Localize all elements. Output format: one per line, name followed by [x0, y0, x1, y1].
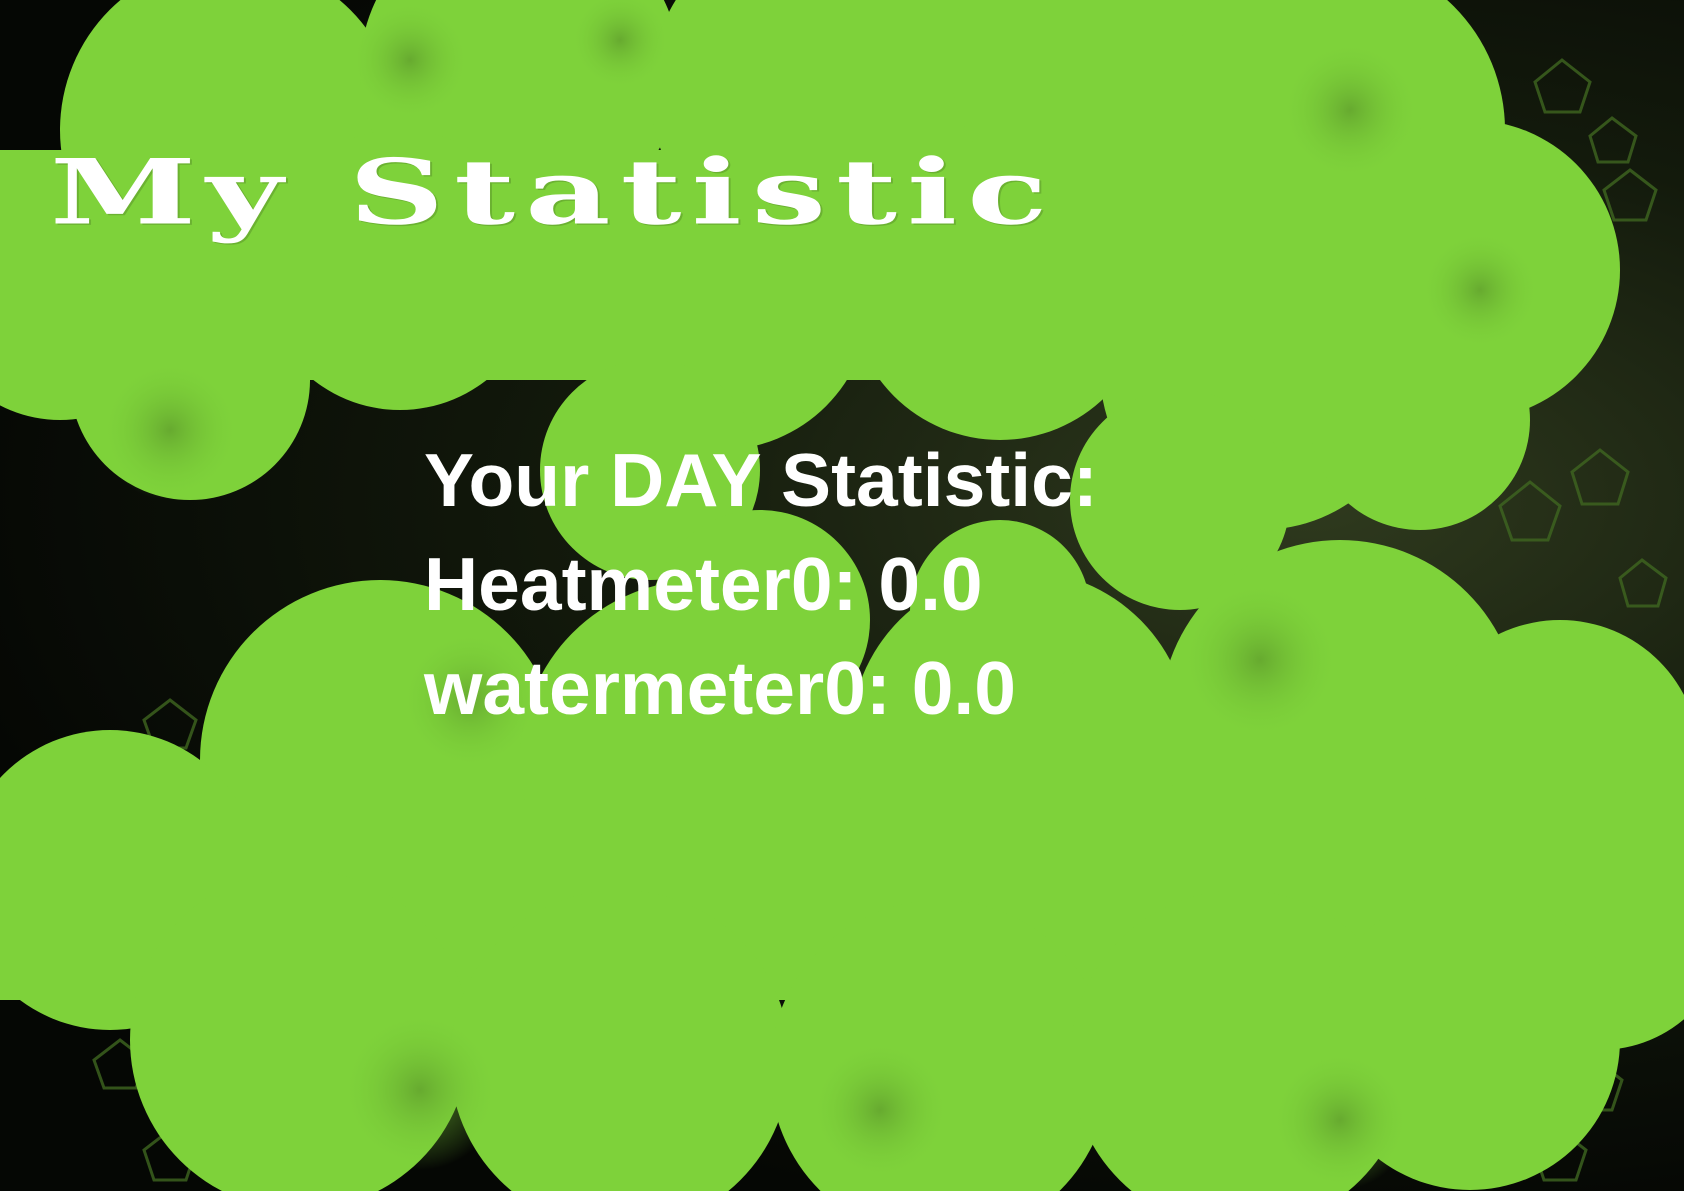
day-statistic-heading: Your DAY Statistic:	[424, 438, 1098, 522]
heatmeter-value: Heatmeter0: 0.0	[424, 542, 983, 626]
day-statistic-panel: Your DAY Statistic: Heatmeter0: 0.0 wate…	[424, 428, 1098, 740]
splash-texture-blotches	[100, 0, 1540, 1190]
watermeter-value: watermeter0: 0.0	[424, 646, 1016, 730]
pentagon-decorations	[92, 58, 1668, 1182]
page-title: My Statistic	[50, 139, 1058, 246]
